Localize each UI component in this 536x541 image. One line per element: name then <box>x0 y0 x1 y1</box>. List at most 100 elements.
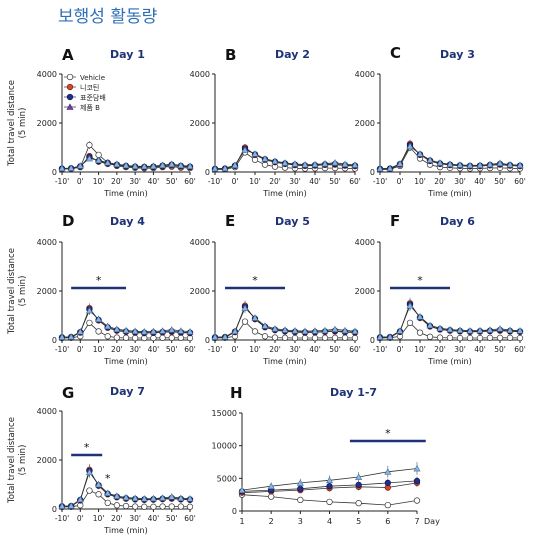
data-point <box>326 498 333 506</box>
data-point <box>281 334 289 341</box>
page-title: 보행성 활동량 <box>58 7 158 27</box>
chart-panel-A: A Day 1 0 2000 4000 -10' 0' 10' 20' 30' 40' 50' 60' T… <box>7 46 196 198</box>
data-point <box>355 500 362 507</box>
x-tick-label: 50' <box>494 177 506 186</box>
data-point <box>406 142 414 150</box>
data-point <box>446 160 454 167</box>
panel-title: Day 5 <box>275 215 310 228</box>
panel-label: F <box>390 212 400 230</box>
data-point <box>231 161 239 168</box>
data-point <box>104 499 111 507</box>
data-point <box>376 333 384 340</box>
x-tick-label: 0' <box>232 345 239 354</box>
data-point <box>436 159 444 166</box>
data-point <box>396 160 404 167</box>
data-point <box>76 328 84 335</box>
y-tick-label: 0 <box>205 336 210 345</box>
data-point <box>168 334 175 341</box>
y-axis-label: Total travel distance(5 min) <box>7 248 28 335</box>
data-point <box>140 328 148 335</box>
x-tick-label: 20' <box>434 345 446 354</box>
data-point <box>436 334 444 341</box>
data-point <box>58 164 66 172</box>
y-axis-label-line: (5 min) <box>18 276 28 307</box>
x-tick-label: 30' <box>289 177 301 186</box>
data-point <box>351 334 359 342</box>
data-point <box>281 159 289 166</box>
x-axis-label: Time (min) <box>103 189 147 198</box>
data-point <box>355 481 362 489</box>
x-tick-label: 30' <box>454 345 466 354</box>
data-point <box>113 334 121 341</box>
data-point <box>321 326 329 334</box>
data-point <box>351 161 359 168</box>
data-point <box>281 326 289 333</box>
legend-marker-nicotine <box>66 83 74 91</box>
data-point <box>113 325 121 333</box>
x-tick-label: -10' <box>208 177 222 186</box>
x-tick-label: 0' <box>397 177 404 186</box>
x-tick-label: 60' <box>514 345 526 354</box>
data-point <box>406 302 414 309</box>
data-point <box>149 327 157 335</box>
data-point <box>159 503 166 510</box>
data-point <box>261 322 269 329</box>
panel-label: G <box>62 384 74 402</box>
x-tick-label: -10' <box>208 345 222 354</box>
y-tick-label: 0 <box>205 168 210 177</box>
data-point <box>186 162 194 169</box>
data-point <box>104 322 112 330</box>
y-axis-label: Total travel distance(5 min) <box>7 417 28 504</box>
y-tick-label: 4000 <box>355 238 375 247</box>
panel-label: H <box>230 384 243 402</box>
y-axis-label-line: Total travel distance <box>7 80 17 167</box>
x-tick-label: 10' <box>93 514 105 523</box>
data-point <box>325 476 334 484</box>
data-point <box>177 161 185 169</box>
x-tick-label: 0' <box>397 345 404 354</box>
data-point <box>140 162 148 170</box>
data-point <box>76 495 84 503</box>
data-point <box>386 164 394 172</box>
data-point <box>211 164 219 172</box>
y-axis-label: Total travel distance(5 min) <box>7 80 28 167</box>
data-point <box>496 334 504 341</box>
data-point <box>122 334 130 341</box>
panel-label: E <box>225 212 235 230</box>
data-point <box>516 327 524 334</box>
data-point <box>426 321 434 329</box>
data-point <box>396 327 404 334</box>
data-point <box>76 162 84 169</box>
annotation-star: * <box>105 472 111 485</box>
significance-star: * <box>96 274 102 287</box>
x-tick-label: 30' <box>454 177 466 186</box>
data-point <box>413 477 421 485</box>
data-point <box>271 334 279 341</box>
significance-star: * <box>252 274 258 287</box>
data-point <box>416 313 424 320</box>
y-tick-label: 0 <box>52 336 57 345</box>
data-point <box>466 327 474 334</box>
data-point <box>413 497 421 504</box>
x-tick-label: 40' <box>148 345 160 354</box>
data-point <box>446 334 454 341</box>
legend-label-standard: 표준담배 <box>80 93 106 102</box>
x-tick-label: 50' <box>494 345 506 354</box>
panel-label: A <box>62 46 74 64</box>
x-tick-label: 6 <box>385 517 390 526</box>
y-tick-label: 4000 <box>355 70 375 79</box>
data-point <box>122 161 130 169</box>
data-point <box>301 161 309 168</box>
data-point <box>159 161 167 168</box>
y-tick-label: 2000 <box>355 119 375 128</box>
data-point <box>177 494 185 502</box>
data-point <box>476 326 484 334</box>
data-point <box>251 150 259 157</box>
data-point <box>416 329 424 336</box>
data-point <box>301 327 309 334</box>
x-tick-label: 30' <box>129 177 141 186</box>
panel-label: B <box>225 46 236 64</box>
data-point <box>466 161 474 169</box>
x-tick-label: -10' <box>373 177 387 186</box>
y-tick-label: 5000 <box>217 474 237 483</box>
